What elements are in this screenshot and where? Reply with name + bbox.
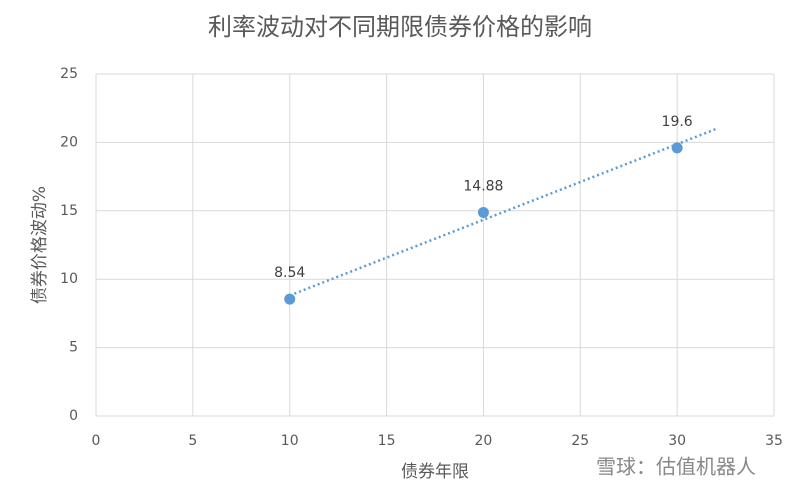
x-axis-label: 债券年限 <box>401 462 469 482</box>
data-label: 8.54 <box>274 265 305 281</box>
y-tick-label: 25 <box>60 66 78 82</box>
data-point <box>477 206 489 218</box>
x-tick-label: 30 <box>668 433 686 449</box>
y-tick-label: 10 <box>60 271 78 287</box>
x-tick-label: 20 <box>475 433 493 449</box>
chart-title: 利率波动对不同期限债券价格的影响 <box>208 13 592 41</box>
x-tick-label: 5 <box>188 433 197 449</box>
y-tick-label: 5 <box>69 340 78 356</box>
y-tick-label: 15 <box>60 203 78 219</box>
trendline <box>289 127 717 297</box>
watermark: 雪球：估值机器人 <box>596 455 756 479</box>
x-tick-label: 35 <box>765 433 783 449</box>
data-label: 19.6 <box>662 114 693 130</box>
y-axis-label: 债券价格波动% <box>30 186 50 304</box>
x-tick-label: 25 <box>571 433 589 449</box>
x-tick-label: 0 <box>92 433 101 449</box>
x-tick-label: 15 <box>378 433 396 449</box>
y-tick-label: 20 <box>60 134 78 150</box>
y-tick-label: 0 <box>69 408 78 424</box>
data-point <box>671 142 683 154</box>
data-point <box>284 293 296 305</box>
x-tick-label: 10 <box>281 433 299 449</box>
data-label: 14.88 <box>463 178 503 194</box>
